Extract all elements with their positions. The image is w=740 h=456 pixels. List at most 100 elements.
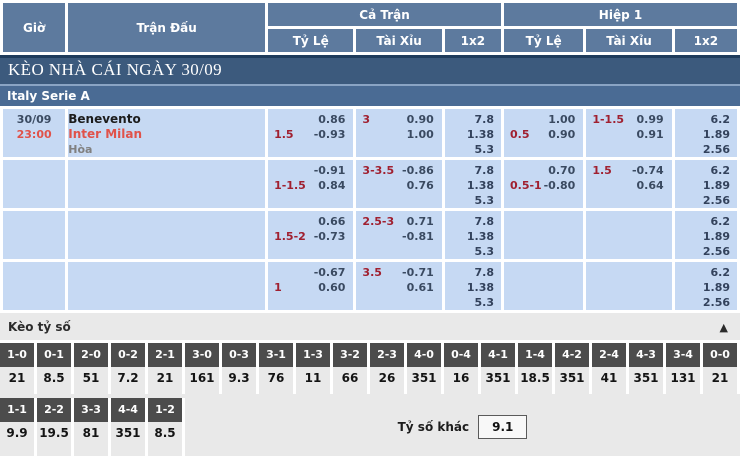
score-label: 4-0 <box>407 343 441 367</box>
home-team: Benevento <box>68 112 141 126</box>
match-time: 23:00 <box>16 128 52 141</box>
score-odds: 8.5 <box>37 367 71 394</box>
score-label: 4-4 <box>111 398 145 422</box>
overunder-line: 1-1.5 <box>592 113 625 126</box>
score-label: 3-3 <box>74 398 108 422</box>
odds-row: -0.67 1 0.60 3.5 -0.71 0.61 7.8 1.38 5.3 6… <box>3 262 737 310</box>
score-cell[interactable]: 2-3 26 <box>370 343 404 394</box>
cell-h1-1x2[interactable]: 6.2 1.89 2.56 <box>674 211 737 259</box>
cell-ft-1x2[interactable]: 7.8 1.38 5.3 <box>444 160 501 208</box>
overunder-line: 1.5 <box>592 164 612 177</box>
score-cell[interactable]: 3-1 76 <box>259 343 293 394</box>
score-label: 1-4 <box>518 343 552 367</box>
score-label: 1-0 <box>0 343 34 367</box>
cell-h1-overunder-empty <box>586 211 672 259</box>
score-cell[interactable]: 2-4 41 <box>592 343 626 394</box>
score-cell[interactable]: 4-1 351 <box>481 343 515 394</box>
handicap-odd-1: -0.67 <box>313 266 346 279</box>
score-odds: 131 <box>666 367 700 394</box>
cell-ft-1x2[interactable]: 7.8 1.38 5.3 <box>444 211 501 259</box>
cell-ft-overunder[interactable]: 3-3.5 -0.86 0.76 <box>356 160 442 208</box>
score-label: 4-3 <box>629 343 663 367</box>
score-cell[interactable]: 1-0 21 <box>0 343 34 394</box>
cell-ft-overunder[interactable]: 2.5-3 0.71 -0.81 <box>356 211 442 259</box>
score-grid-row-1: 1-0 21 0-1 8.5 2-0 51 0-2 7.2 2-1 21 3-0 161 0… <box>0 343 740 394</box>
score-cell[interactable]: 3-0 161 <box>185 343 219 394</box>
score-odds: 351 <box>481 367 515 394</box>
score-cell[interactable]: 0-2 7.2 <box>111 343 145 394</box>
cell-ft-1x2[interactable]: 7.8 1.38 5.3 <box>444 262 501 310</box>
cell-ft-handicap[interactable]: 0.86 1.5 -0.93 <box>268 109 354 157</box>
score-label: 1-2 <box>148 398 182 422</box>
score-odds: 9.9 <box>0 422 34 456</box>
score-label: 0-1 <box>37 343 71 367</box>
score-label: 4-2 <box>555 343 589 367</box>
odd-2: 5.3 <box>474 194 495 207</box>
match-teams-cell <box>68 211 266 259</box>
cell-ft-overunder[interactable]: 3 0.90 1.00 <box>356 109 442 157</box>
odd-x: 1.89 <box>702 230 730 243</box>
score-cell[interactable]: 0-3 9.3 <box>222 343 256 394</box>
score-cell[interactable]: 2-1 21 <box>148 343 182 394</box>
collapse-arrow-icon[interactable]: ▲ <box>719 320 728 334</box>
odd-x: 1.38 <box>466 179 494 192</box>
cell-ft-handicap[interactable]: 0.66 1.5-2 -0.73 <box>268 211 354 259</box>
odds-row: 30/09 23:00 Benevento Inter Milan Hòa 0.… <box>3 109 737 157</box>
overunder-odd-1: 0.99 <box>636 113 664 126</box>
score-cell[interactable]: 3-2 66 <box>333 343 367 394</box>
cell-ft-handicap[interactable]: -0.91 1-1.5 0.84 <box>268 160 354 208</box>
cell-h1-handicap[interactable]: 0.70 0.5-1 -0.80 <box>504 160 584 208</box>
cell-h1-overunder[interactable]: 1-1.5 0.99 0.91 <box>586 109 672 157</box>
col-header-match: Trận Đấu <box>68 3 266 52</box>
cell-h1-overunder[interactable]: 1.5 -0.74 0.64 <box>586 160 672 208</box>
cell-h1-1x2[interactable]: 6.2 1.89 2.56 <box>674 160 737 208</box>
cell-ft-handicap[interactable]: -0.67 1 0.60 <box>268 262 354 310</box>
other-score-odds-box[interactable]: 9.1 <box>478 415 528 439</box>
score-cell[interactable]: 1-2 8.5 <box>148 398 182 456</box>
score-label: 0-2 <box>111 343 145 367</box>
overunder-odd-1: -0.74 <box>631 164 664 177</box>
col-header-h1-overunder: Tài Xỉu <box>586 29 672 52</box>
cell-h1-1x2[interactable]: 6.2 1.89 2.56 <box>674 262 737 310</box>
score-cell[interactable]: 4-2 351 <box>555 343 589 394</box>
score-cell[interactable]: 4-4 351 <box>111 398 145 456</box>
score-cell[interactable]: 3-3 81 <box>74 398 108 456</box>
cell-h1-handicap-empty <box>504 262 584 310</box>
score-cell[interactable]: 0-0 21 <box>703 343 737 394</box>
handicap-odd-2: -0.73 <box>313 230 346 243</box>
overunder-odd-2: -0.81 <box>402 230 434 243</box>
score-cell[interactable]: 4-0 351 <box>407 343 441 394</box>
overunder-odd-2: 0.76 <box>406 179 434 192</box>
score-cell[interactable]: 1-1 9.9 <box>0 398 34 456</box>
match-teams-cell: Benevento Inter Milan Hòa <box>68 109 266 157</box>
odd-x: 1.89 <box>702 281 730 294</box>
score-odds: 21 <box>148 367 182 394</box>
overunder-odd-1: 0.90 <box>406 113 434 126</box>
score-cell[interactable]: 4-3 351 <box>629 343 663 394</box>
odd-2: 5.3 <box>474 245 495 258</box>
odd-2: 2.56 <box>702 143 730 156</box>
col-header-full-time: Cả Trận <box>268 3 501 26</box>
cell-h1-1x2[interactable]: 6.2 1.89 2.56 <box>674 109 737 157</box>
cell-h1-handicap[interactable]: 1.00 0.5 0.90 <box>504 109 584 157</box>
cell-ft-overunder[interactable]: 3.5 -0.71 0.61 <box>356 262 442 310</box>
score-cell[interactable]: 0-4 16 <box>444 343 478 394</box>
score-odds: 351 <box>629 367 663 394</box>
cell-ft-1x2[interactable]: 7.8 1.38 5.3 <box>444 109 501 157</box>
score-odds: 26 <box>370 367 404 394</box>
overunder-odd-2: 0.91 <box>636 128 664 141</box>
score-cell[interactable]: 0-1 8.5 <box>37 343 71 394</box>
score-cell[interactable]: 2-0 51 <box>74 343 108 394</box>
score-cell[interactable]: 2-2 19.5 <box>37 398 71 456</box>
score-cell[interactable]: 1-4 18.5 <box>518 343 552 394</box>
score-label: 0-4 <box>444 343 478 367</box>
odd-x: 1.38 <box>466 128 494 141</box>
score-odds: 16 <box>444 367 478 394</box>
score-cell[interactable]: 3-4 131 <box>666 343 700 394</box>
score-label: 1-1 <box>0 398 34 422</box>
score-label: 3-0 <box>185 343 219 367</box>
header-divider <box>0 55 740 58</box>
score-cell[interactable]: 1-3 11 <box>296 343 330 394</box>
handicap-odd-2: 0.90 <box>548 128 576 141</box>
score-odds: 76 <box>259 367 293 394</box>
